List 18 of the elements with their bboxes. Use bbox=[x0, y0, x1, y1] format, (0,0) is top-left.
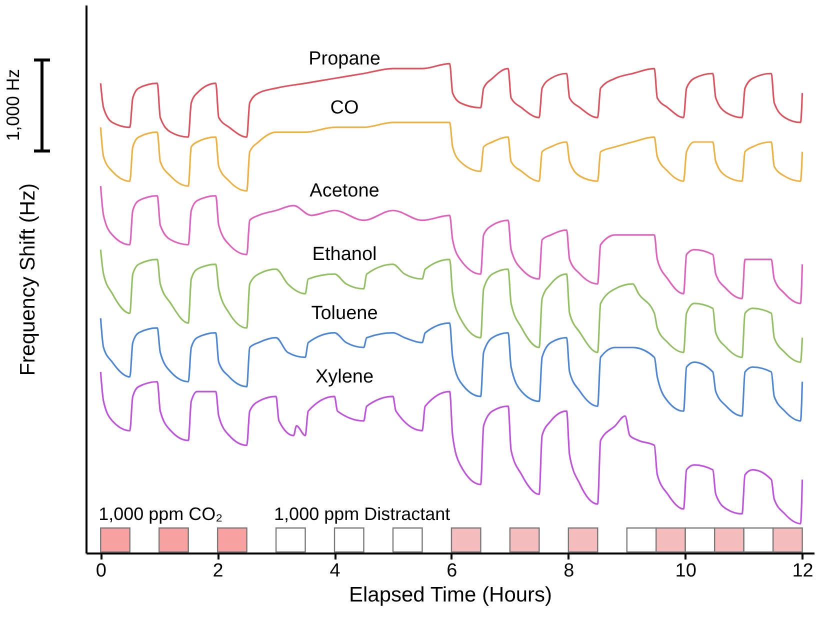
x-tick-label: 6 bbox=[446, 560, 458, 582]
series-label: Propane bbox=[308, 48, 380, 70]
series-label: Acetone bbox=[310, 180, 380, 202]
x-axis-title: Elapsed Time (Hours) bbox=[348, 584, 552, 606]
series-label: Ethanol bbox=[312, 244, 377, 266]
x-tick-label: 8 bbox=[564, 560, 574, 582]
series-label: Xylene bbox=[315, 366, 374, 388]
series-label: Toluene bbox=[311, 302, 378, 324]
x-tick-label: 12 bbox=[792, 560, 814, 582]
band-label: 1,000 ppm Distractant bbox=[274, 504, 450, 524]
series-label: CO bbox=[330, 97, 359, 118]
x-tick-label: 4 bbox=[330, 560, 341, 582]
x-tick-label: 2 bbox=[212, 560, 224, 582]
x-tick-label: 10 bbox=[675, 560, 696, 582]
y-axis-title: Frequency Shift (Hz) bbox=[16, 183, 40, 376]
band-label: 1,000 ppm CO₂ bbox=[98, 504, 223, 524]
x-tick-label: 0 bbox=[96, 560, 106, 582]
text: 1,000 Hz bbox=[3, 68, 23, 142]
